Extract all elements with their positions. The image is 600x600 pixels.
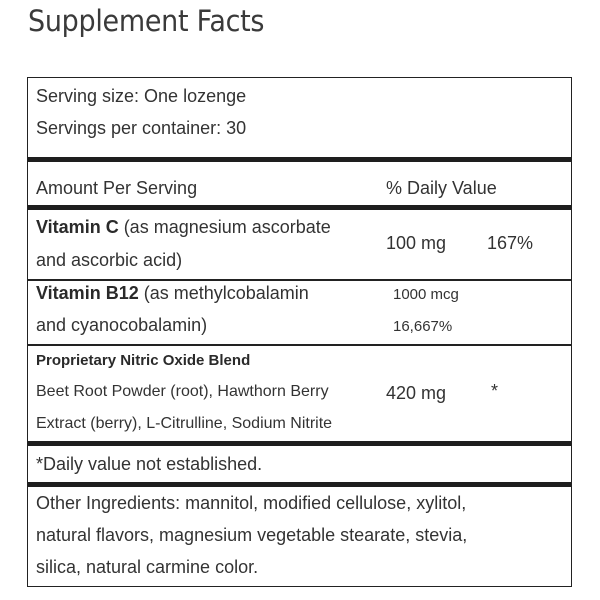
blend-dv: * bbox=[491, 381, 499, 401]
vitamin-c-amount: 100 mg bbox=[386, 233, 447, 253]
thick-divider bbox=[28, 205, 571, 210]
serving-size: Serving size: One lozenge bbox=[36, 86, 247, 106]
vitamin-c-dv: 167% bbox=[487, 233, 534, 253]
daily-value-header: % Daily Value bbox=[386, 178, 497, 198]
vitamin-b12-desc: (as methylcobalamin bbox=[138, 283, 309, 303]
vitamin-c-name: Vitamin C bbox=[36, 217, 119, 237]
page-title: Supplement Facts bbox=[28, 4, 265, 38]
blend-name: Proprietary Nitric Oxide Blend bbox=[36, 352, 250, 369]
amount-per-serving-header: Amount Per Serving bbox=[36, 178, 198, 198]
vitamin-b12-amount: 1000 mcg bbox=[393, 286, 459, 303]
other-ingredients-line1: Other Ingredients: mannitol, modified ce… bbox=[36, 493, 467, 513]
servings-per-container: Servings per container: 30 bbox=[36, 118, 247, 138]
blend-ingredients-line2: Extract (berry), L-Citrulline, Sodium Ni… bbox=[36, 415, 333, 432]
vitamin-b12-dv: 16,667% bbox=[393, 318, 453, 335]
vitamin-c-desc: (as magnesium ascorbate bbox=[118, 217, 331, 237]
vitamin-b12-line1: Vitamin B12 (as methylcobalamin bbox=[36, 283, 309, 304]
other-ingredients-line2: natural flavors, magnesium vegetable ste… bbox=[36, 525, 468, 545]
vitamin-c-line1: Vitamin C (as magnesium ascorbate bbox=[36, 217, 331, 238]
vitamin-b12-desc-line2: and cyanocobalamin) bbox=[36, 315, 208, 335]
other-ingredients-line3: silica, natural carmine color. bbox=[36, 557, 259, 577]
row-divider bbox=[28, 344, 571, 346]
thick-divider bbox=[28, 441, 571, 446]
vitamin-c-desc-line2: and ascorbic acid) bbox=[36, 250, 183, 270]
thick-divider bbox=[28, 482, 571, 487]
blend-amount: 420 mg bbox=[386, 383, 447, 403]
supplement-facts-panel: Serving size: One lozenge Servings per c… bbox=[27, 77, 572, 587]
row-divider bbox=[28, 279, 571, 281]
footnote: *Daily value not established. bbox=[36, 454, 263, 474]
vitamin-b12-name: Vitamin B12 bbox=[36, 283, 139, 303]
thick-divider bbox=[28, 157, 571, 162]
blend-name-text: Proprietary Nitric Oxide Blend bbox=[36, 352, 251, 369]
blend-ingredients-line1: Beet Root Powder (root), Hawthorn Berry bbox=[36, 383, 329, 400]
